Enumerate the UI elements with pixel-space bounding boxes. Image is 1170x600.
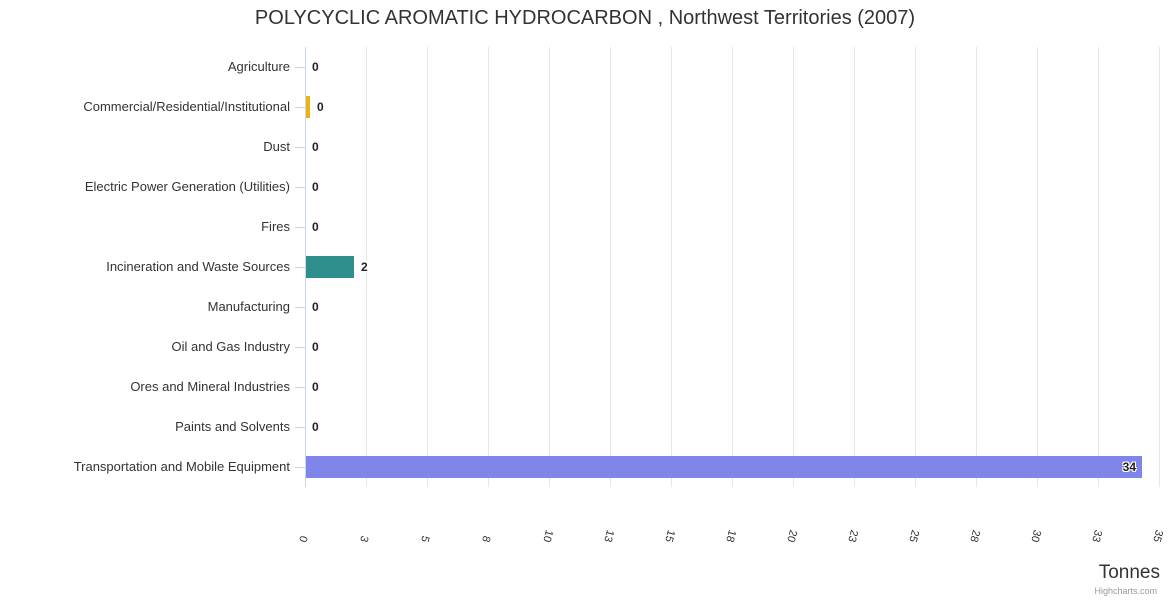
category-label: Electric Power Generation (Utilities)	[84, 179, 290, 194]
gridline	[488, 47, 489, 487]
category-tick	[295, 267, 305, 268]
gridline	[610, 47, 611, 487]
gridline	[366, 47, 367, 487]
category-tick	[295, 107, 305, 108]
value-label: 0	[312, 220, 319, 234]
category-tick	[295, 467, 305, 468]
category-tick	[295, 347, 305, 348]
x-tick-label: 25	[905, 528, 921, 544]
category-tick	[295, 387, 305, 388]
value-label: 0	[312, 300, 319, 314]
category-label: Transportation and Mobile Equipment	[73, 459, 290, 474]
gridline	[1098, 47, 1099, 487]
category-label: Manufacturing	[207, 299, 290, 314]
value-label: 0	[312, 340, 319, 354]
gridline	[732, 47, 733, 487]
category-label: Ores and Mineral Industries	[130, 379, 290, 394]
category-label: Incineration and Waste Sources	[106, 259, 290, 274]
category-label: Paints and Solvents	[175, 419, 290, 434]
value-label: 0	[312, 420, 319, 434]
x-tick-label: 15	[661, 528, 677, 544]
x-tick-label: 8	[478, 534, 493, 544]
x-tick-label: 10	[539, 528, 555, 544]
category-label: Commercial/Residential/Institutional	[83, 99, 290, 114]
x-tick-label: 30	[1027, 528, 1043, 544]
category-tick	[295, 307, 305, 308]
value-label: 0	[317, 100, 324, 114]
value-label: 0	[312, 60, 319, 74]
value-label: 2	[361, 260, 368, 274]
value-label: 34	[1122, 460, 1136, 474]
x-tick-label: 33	[1088, 528, 1104, 544]
gridline	[854, 47, 855, 487]
value-label: 0	[312, 180, 319, 194]
value-label: 0	[312, 140, 319, 154]
category-tick	[295, 187, 305, 188]
chart-title: POLYCYCLIC AROMATIC HYDROCARBON , Northw…	[254, 7, 916, 29]
category-label: Oil and Gas Industry	[171, 339, 291, 354]
x-tick-label: 23	[844, 528, 860, 544]
category-tick	[295, 427, 305, 428]
category-tick	[295, 147, 305, 148]
gridline	[671, 47, 672, 487]
category-tick	[295, 227, 305, 228]
x-axis-title: Tonnes	[1098, 562, 1160, 583]
x-tick-label: 18	[722, 528, 738, 544]
category-label: Dust	[263, 139, 290, 154]
x-tick-label: 28	[966, 528, 982, 544]
x-tick-label: 5	[417, 534, 432, 544]
gridline	[793, 47, 794, 487]
bar[interactable]	[306, 456, 1142, 478]
gridline	[549, 47, 550, 487]
x-tick-label: 20	[783, 528, 799, 544]
category-label: Fires	[261, 219, 290, 234]
x-tick-label: 35	[1149, 528, 1165, 544]
bar[interactable]	[306, 256, 354, 278]
gridline	[976, 47, 977, 487]
x-tick-label: 0	[295, 534, 310, 544]
y-axis-line	[305, 47, 306, 487]
bar[interactable]	[306, 96, 310, 118]
gridline	[1037, 47, 1038, 487]
gridline	[915, 47, 916, 487]
category-label: Agriculture	[227, 59, 290, 74]
gridline	[427, 47, 428, 487]
value-label: 0	[312, 380, 319, 394]
category-tick	[295, 67, 305, 68]
highcharts-credit-link[interactable]: Highcharts.com	[1094, 586, 1157, 596]
x-tick-label: 3	[356, 534, 371, 544]
gridline	[1159, 47, 1160, 487]
x-tick-label: 13	[600, 528, 616, 544]
